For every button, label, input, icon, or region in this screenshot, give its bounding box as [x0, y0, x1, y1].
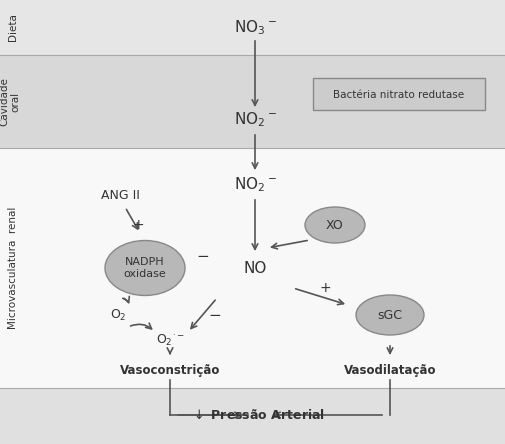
Text: +: +: [319, 281, 330, 295]
Text: NO: NO: [243, 261, 266, 275]
Text: sGC: sGC: [377, 309, 401, 321]
Bar: [0, 0, 505, 55]
Text: O$_2$$^{·-}$: O$_2$$^{·-}$: [155, 333, 184, 348]
Text: −: −: [208, 308, 221, 322]
Ellipse shape: [356, 295, 423, 335]
Text: NO$_2$$^-$: NO$_2$$^-$: [233, 111, 276, 129]
Ellipse shape: [305, 207, 364, 243]
Text: ANG II: ANG II: [100, 189, 139, 202]
Ellipse shape: [105, 241, 185, 296]
Text: XO: XO: [326, 218, 343, 231]
Text: Cavidade
oral: Cavidade oral: [0, 77, 21, 126]
Text: O$_2$: O$_2$: [110, 307, 126, 322]
Text: −: −: [196, 249, 209, 263]
Bar: [0, 55, 505, 148]
Text: NO$_3$$^-$: NO$_3$$^-$: [233, 19, 276, 37]
Text: $\downarrow$ Pressão Arterial: $\downarrow$ Pressão Arterial: [190, 408, 324, 422]
Text: Microvasculatura  renal: Microvasculatura renal: [8, 207, 18, 329]
Text: NADPH
oxidase: NADPH oxidase: [123, 257, 166, 279]
Text: Bactéria nitrato redutase: Bactéria nitrato redutase: [333, 90, 464, 100]
Text: Vasoconstrição: Vasoconstrição: [120, 364, 220, 377]
Bar: [0, 148, 505, 388]
FancyBboxPatch shape: [313, 78, 484, 110]
Text: +: +: [132, 218, 143, 232]
Text: NO$_2$$^-$: NO$_2$$^-$: [233, 176, 276, 194]
Text: Vasodilatação: Vasodilatação: [343, 364, 435, 377]
Text: Dieta: Dieta: [8, 14, 18, 41]
Bar: [0, 388, 505, 444]
